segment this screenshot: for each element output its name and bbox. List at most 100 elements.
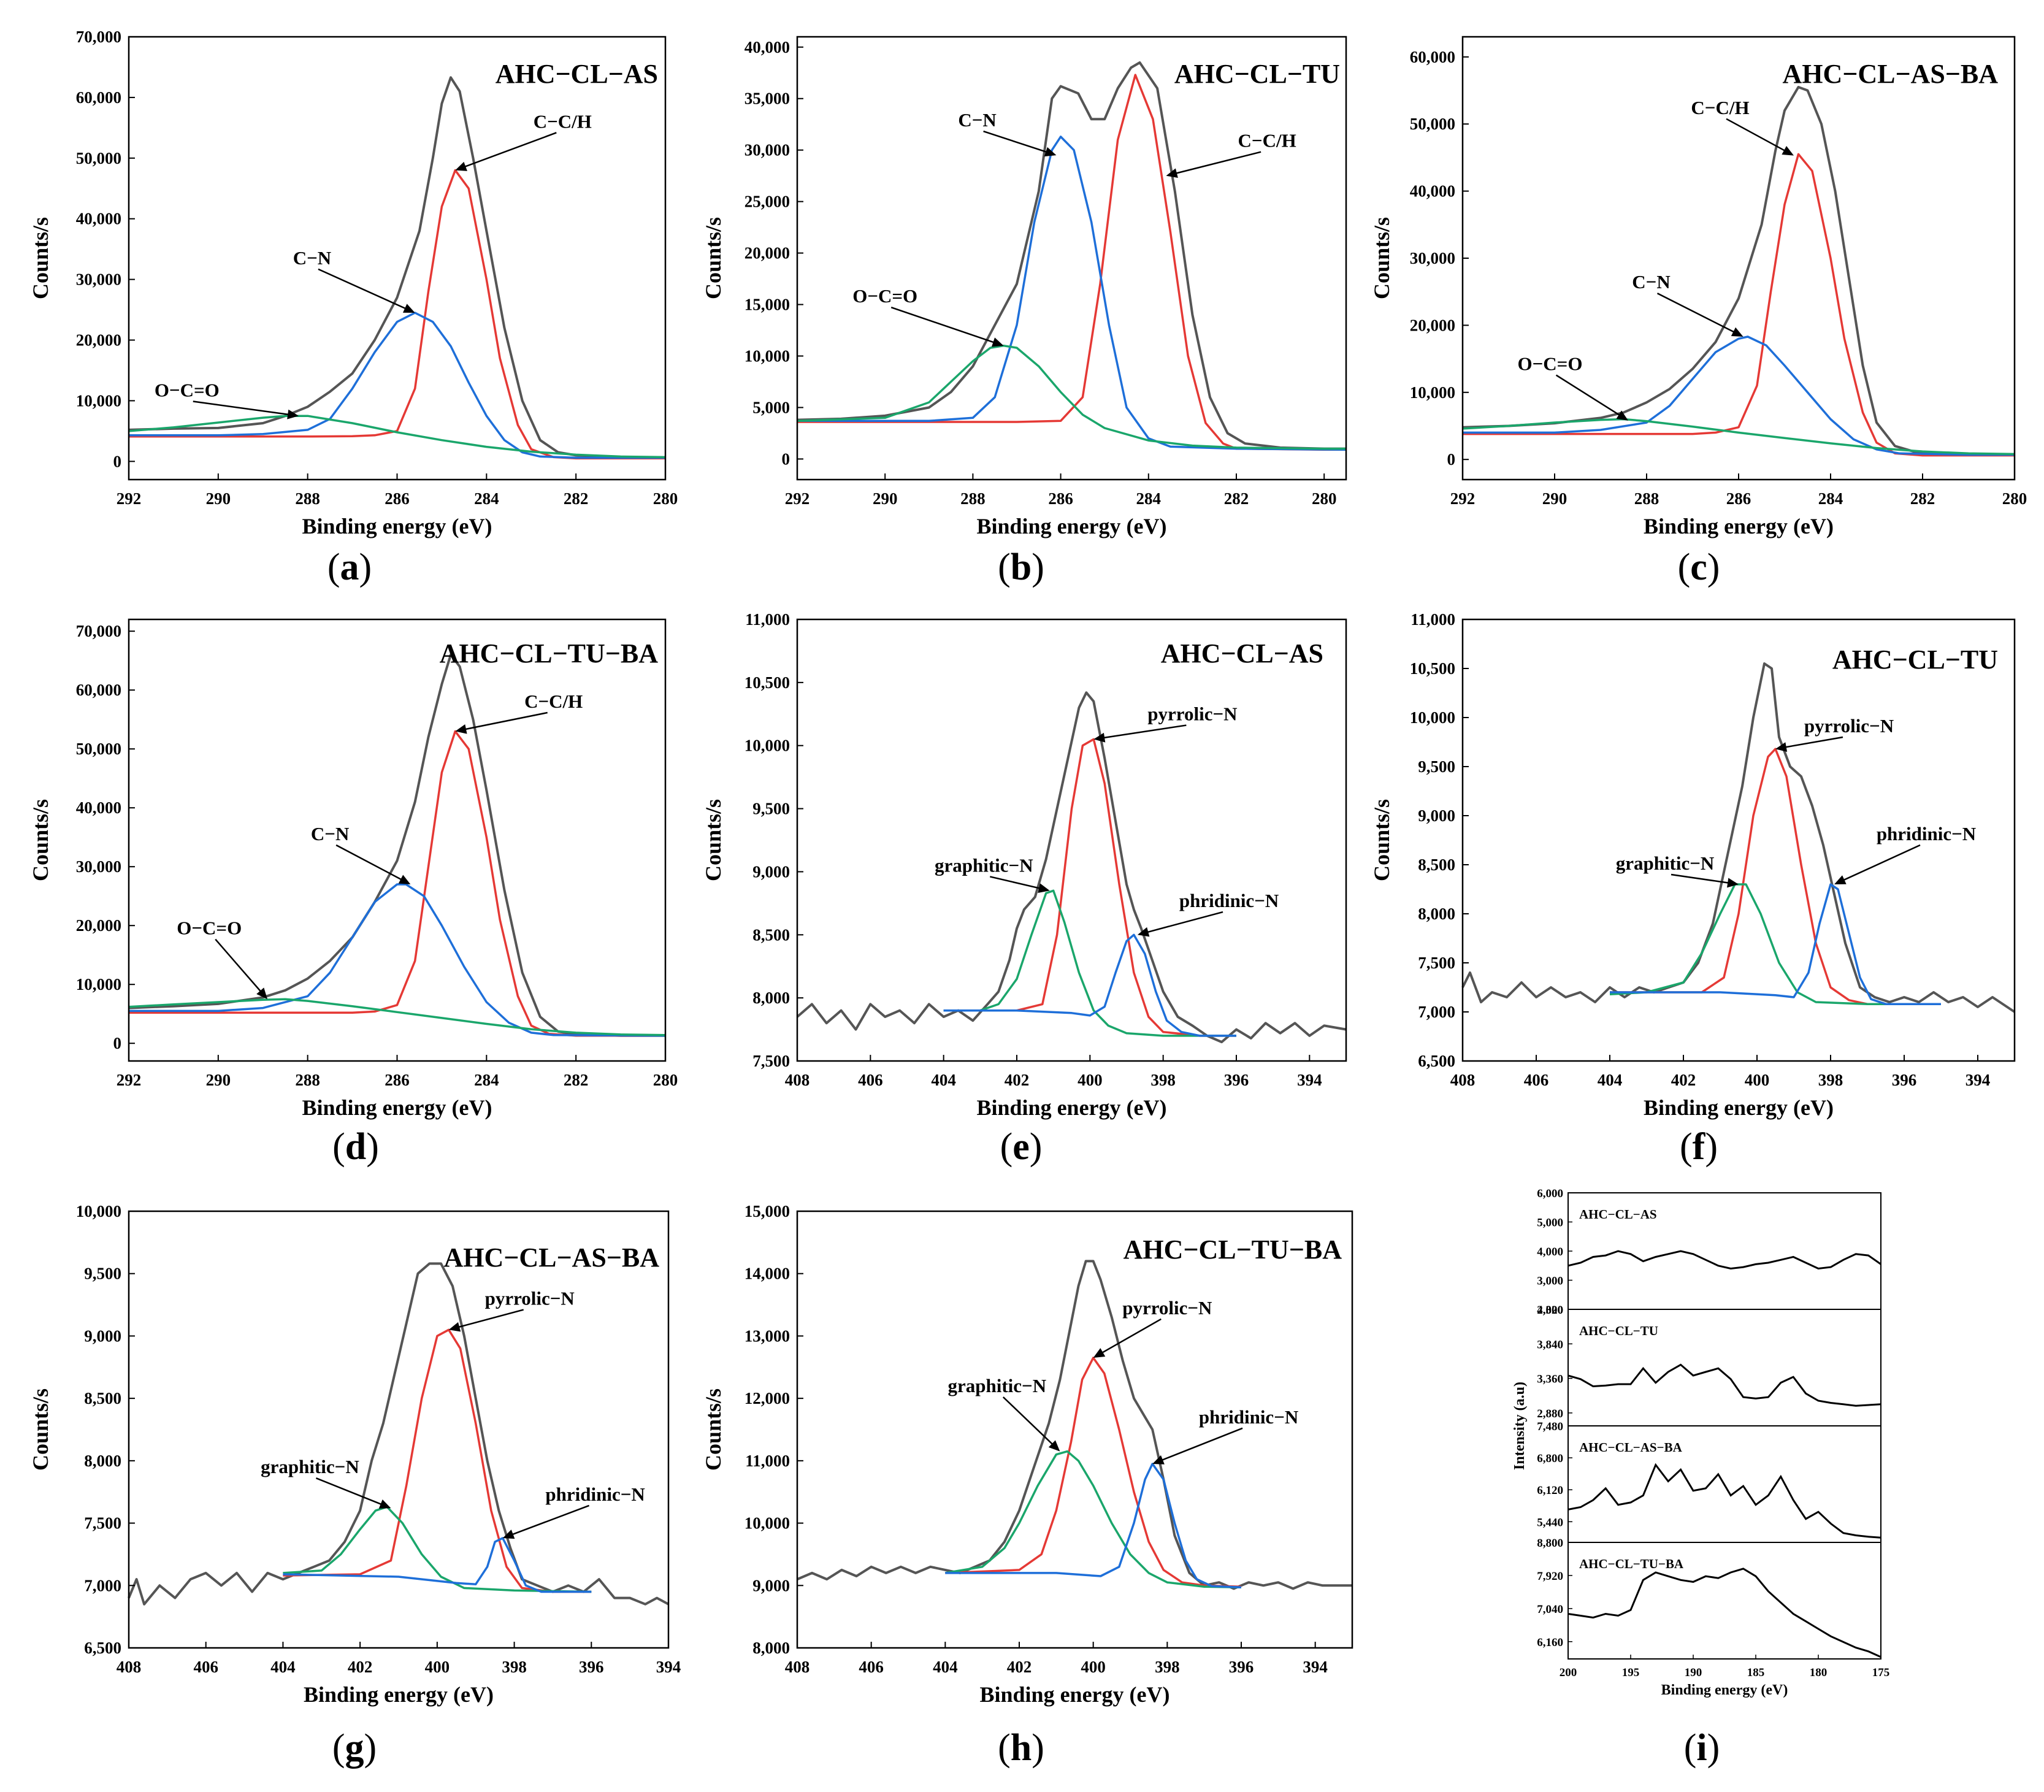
x-tick-label: 286 [385, 489, 410, 508]
panel-i: 2,000 3,000 4,000 5,000 6,000 AHC−CL−AS 2,880 3… [1512, 1187, 1889, 1769]
x-axis-title: Binding energy (eV) [302, 514, 492, 538]
peak-label: C−C/H [1691, 97, 1749, 118]
x-tick-label: 292 [117, 489, 142, 508]
panel-d: 292 290 288 286 284 282 280 0 10,000 20,000 30,000… [28, 618, 678, 1168]
series-envelope [1462, 86, 2015, 456]
y-tick-label: 0 [113, 452, 122, 470]
y-tick-label: 10,000 [744, 737, 790, 755]
y-tick-label: 10,000 [76, 391, 121, 410]
plot-frame [128, 618, 667, 1062]
peak-label: O−C=O [852, 285, 917, 307]
panel-b: 292 290 288 286 284 282 280 0 5,000 10,000 15,000 2… [701, 36, 1347, 588]
series-envelope [128, 653, 665, 1037]
y-tick-label: 70,000 [76, 622, 121, 640]
series-envelope [796, 691, 1347, 1044]
y-tick-label: 6,160 [1537, 1636, 1563, 1649]
y-axis-title: Counts/s [701, 1388, 725, 1471]
peak-label: graphitic−N [261, 1456, 359, 1477]
series-phridinic-n [283, 1537, 592, 1593]
peak-arrow-head [502, 1530, 515, 1539]
peak-arrow-head [1038, 883, 1050, 893]
x-tick-label: 180 [1810, 1666, 1828, 1679]
y-tick-label: 10,000 [76, 1202, 121, 1220]
series-c-n [1463, 335, 2015, 456]
y-tick-label: 8,800 [1537, 1537, 1563, 1550]
peak-label: phridinic−N [545, 1484, 645, 1505]
series-o-c-o [128, 998, 666, 1036]
series-o-c-o [797, 344, 1346, 450]
x-tick-label: 398 [1818, 1071, 1843, 1089]
y-tick-label: 12,000 [744, 1389, 790, 1407]
y-tick-label: 20,000 [1410, 316, 1455, 334]
peak-label: C−N [293, 247, 331, 269]
y-tick-label: 13,000 [744, 1327, 790, 1345]
subplot-title: AHC−CL−AS [1579, 1207, 1657, 1222]
series-envelope [797, 61, 1346, 450]
peak-arrow-line [462, 132, 557, 168]
x-axis-title: Binding energy (eV) [1644, 514, 1834, 538]
x-tick-label: 394 [1966, 1071, 1991, 1089]
x-tick-label: 398 [1150, 1071, 1176, 1089]
y-tick-label: 7,500 [1418, 954, 1455, 972]
x-tick-label: 406 [193, 1658, 218, 1676]
x-tick-label: 286 [1048, 489, 1073, 508]
peak-arrow-head [1834, 875, 1847, 884]
plot-frame [796, 618, 1347, 1062]
y-tick-label: 60,000 [1410, 48, 1455, 66]
x-tick-label: 402 [348, 1658, 373, 1676]
x-tick-label: 288 [295, 1071, 320, 1089]
series-pyrrolic-n [283, 1328, 592, 1593]
y-tick-label: 8,000 [752, 1639, 790, 1657]
y-tick-label: 0 [782, 450, 790, 468]
y-tick-label: 6,120 [1537, 1484, 1563, 1497]
y-tick-label: 11,000 [745, 1452, 790, 1470]
x-tick-label: 280 [1312, 489, 1337, 508]
peak-arrow-line [1100, 1318, 1162, 1355]
peak-arrow-line [1656, 293, 1736, 334]
peak-label: graphitic−N [947, 1375, 1046, 1396]
subplot-series [1567, 1568, 1881, 1658]
peak-arrow-line [463, 711, 548, 730]
x-tick-label: 282 [1910, 489, 1935, 508]
x-tick-label: 404 [931, 1071, 956, 1089]
x-tick-label: 404 [933, 1658, 958, 1676]
y-tick-label: 50,000 [1410, 115, 1455, 133]
series-o-c-o [128, 415, 666, 459]
y-tick-label: 30,000 [76, 857, 121, 876]
x-tick-label: 402 [1007, 1658, 1032, 1676]
y-tick-label: 8,500 [1418, 856, 1455, 874]
peak-label: C−C/H [534, 110, 592, 132]
x-tick-label: 290 [873, 489, 898, 508]
panel-title: AHC−CL−TU−BA [1123, 1235, 1342, 1265]
series-graphitic-n [283, 1506, 592, 1593]
y-tick-label: 0 [113, 1034, 122, 1052]
x-axis-title: Binding energy (eV) [977, 1095, 1167, 1120]
y-tick-label: 5,000 [1537, 1217, 1563, 1230]
y-tick-label: 8,000 [752, 989, 790, 1007]
series-pyrrolic-n [1610, 748, 1941, 1005]
x-tick-label: 280 [653, 489, 678, 508]
x-tick-label: 185 [1747, 1666, 1765, 1679]
x-tick-label: 284 [474, 489, 499, 508]
panel-g: 408 406 404 402 400 398 396 394 6,500 7,000 7,500 8… [28, 1202, 681, 1769]
peak-arrow-line [1783, 736, 1843, 749]
peak-arrow-line [315, 1477, 383, 1506]
peak-label: O−C=O [155, 380, 220, 401]
y-tick-label: 10,000 [76, 975, 121, 994]
panel-caption: (f) [1680, 1126, 1718, 1168]
y-tick-label: 0 [1447, 450, 1456, 469]
peak-arrow-head [1048, 1440, 1060, 1452]
x-tick-label: 406 [1524, 1071, 1549, 1089]
x-tick-label: 404 [270, 1658, 296, 1676]
y-tick-label: 9,000 [752, 1576, 790, 1595]
x-axis-title: Binding energy (eV) [1661, 1682, 1788, 1698]
peak-label: phridinic−N [1179, 890, 1279, 911]
peak-label: C−N [958, 109, 996, 131]
x-tick-label: 288 [295, 489, 320, 508]
peak-label: C−C/H [524, 691, 583, 712]
plot-frame [796, 1210, 1353, 1649]
y-tick-label: 3,000 [1537, 1275, 1563, 1288]
y-tick-label: 6,500 [1418, 1052, 1455, 1070]
y-tick-label: 20,000 [744, 244, 790, 262]
y-tick-label: 6,000 [1537, 1187, 1563, 1200]
